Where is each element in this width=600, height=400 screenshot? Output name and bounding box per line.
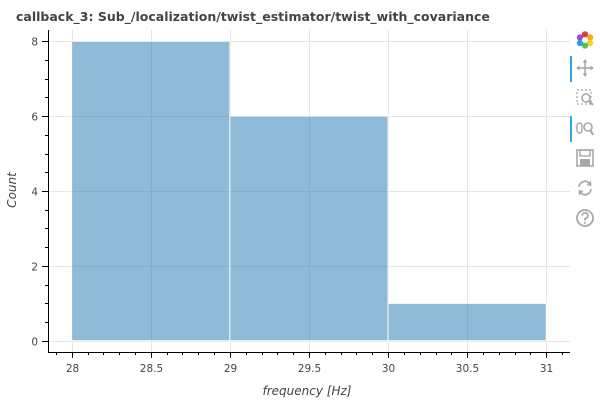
x-tick-label-3: 29.5 (298, 363, 321, 375)
help-icon (576, 209, 594, 227)
box-zoom-icon (576, 89, 594, 106)
save-icon (576, 149, 594, 167)
reset-icon (578, 180, 592, 196)
x-tick-label-2: 29 (224, 363, 237, 375)
chart-toolbar (570, 26, 600, 246)
y-tick-label-1: 2 (31, 262, 38, 274)
x-tick-label-6: 31 (540, 363, 553, 375)
help-tool-button[interactable] (570, 204, 600, 232)
histogram-bar-2 (387, 302, 547, 342)
wheel-zoom-icon (576, 122, 594, 136)
x-tick-label-4: 30 (382, 363, 395, 375)
x-tick-label-1: 28.5 (140, 363, 163, 375)
wheel-zoom-tool-button[interactable] (570, 114, 600, 142)
axes: 28 28.5 29 29.5 30 30.5 31 0 2 4 6 8 (31, 30, 570, 375)
save-tool-button[interactable] (570, 144, 600, 172)
y-tick-label-3: 6 (31, 112, 38, 124)
histogram-bar-1 (229, 115, 389, 342)
bars (71, 40, 547, 342)
box-zoom-tool-button[interactable] (570, 84, 600, 112)
x-tick-label-0: 28 (66, 363, 79, 375)
y-tick-label-0: 0 (31, 337, 38, 349)
chart-title: callback_3: Sub_/localization/twist_esti… (16, 9, 490, 25)
x-axis-label: frequency [Hz] (263, 384, 352, 398)
x-tick-label-5: 30.5 (456, 363, 479, 375)
pan-tool-button[interactable] (570, 54, 600, 82)
pan-icon (576, 59, 594, 77)
y-tick-label-2: 4 (31, 187, 38, 199)
y-tick-label-4: 8 (31, 37, 38, 49)
reset-tool-button[interactable] (570, 174, 600, 202)
histogram-bar-0 (71, 40, 231, 342)
bokeh-logo-icon[interactable] (570, 26, 600, 54)
y-axis-label: Count (5, 171, 19, 208)
